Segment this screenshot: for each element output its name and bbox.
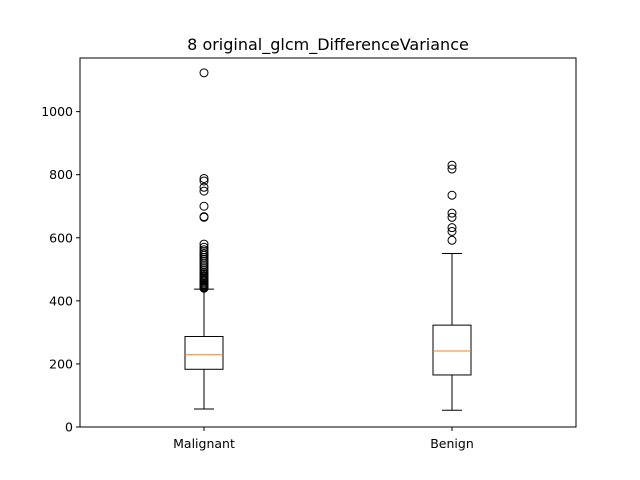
y-tick-label: 400 — [49, 293, 73, 308]
box-group — [184, 68, 224, 410]
outlier-point — [199, 212, 209, 222]
outlier-point — [199, 201, 209, 211]
outlier-point — [199, 68, 209, 78]
outlier-point — [199, 239, 209, 249]
outlier-point — [447, 160, 457, 170]
outlier-point — [199, 176, 209, 186]
outlier-point — [447, 164, 457, 174]
y-axis: 0 200 400 600 800 1000 — [41, 104, 80, 435]
outlier-point — [199, 186, 209, 196]
iqr-box — [432, 324, 472, 376]
box-group — [432, 160, 472, 411]
plot-content — [184, 68, 472, 411]
chart-title: 8 original_glcm_DifferenceVariance — [187, 35, 469, 55]
outlier-point — [199, 245, 209, 255]
outlier-point — [447, 208, 457, 218]
y-tick-label: 800 — [49, 167, 73, 182]
plot-frame — [79, 57, 577, 428]
outlier-point — [199, 182, 209, 192]
outlier-point — [447, 212, 457, 222]
outlier-point — [447, 235, 457, 245]
y-tick-label: 1000 — [41, 104, 73, 119]
y-tick-label: 0 — [65, 420, 73, 435]
outlier-point — [199, 242, 209, 252]
outlier-point — [447, 226, 457, 236]
iqr-box — [184, 335, 224, 370]
y-tick-label: 200 — [49, 356, 73, 371]
outlier-point — [199, 173, 209, 183]
x-tick-label: Benign — [430, 436, 474, 451]
outlier-point — [447, 190, 457, 200]
x-tick-label: Malignant — [173, 436, 235, 451]
outlier-point — [447, 223, 457, 233]
x-axis: Malignant Benign — [173, 427, 474, 451]
y-tick-label: 600 — [49, 230, 73, 245]
